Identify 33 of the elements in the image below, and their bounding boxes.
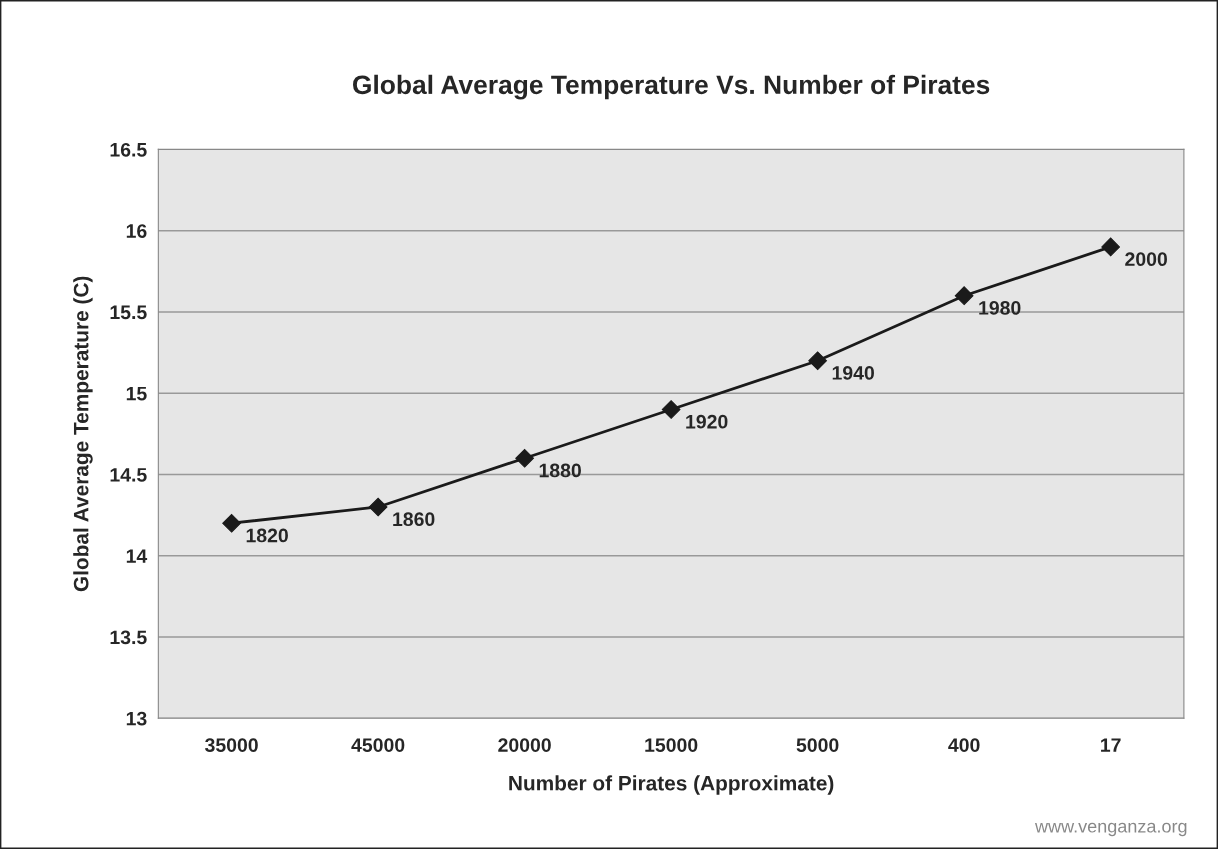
y-tick-label: 16.5	[110, 142, 147, 157]
x-tick-label: 20000	[498, 738, 551, 752]
y-tick-label: 15.5	[110, 305, 147, 320]
annotation: 2000	[1125, 252, 1167, 267]
annotation: 1920	[686, 414, 728, 429]
annotation: 1820	[246, 528, 288, 543]
y-tick-label: 16	[126, 224, 147, 238]
y-tick-label: 13	[126, 711, 147, 726]
point	[808, 351, 827, 371]
x-axis-title: Number of Pirates (Approximate)	[509, 775, 834, 795]
point	[1101, 237, 1120, 257]
point	[954, 286, 974, 306]
text: www.venganza.org	[1034, 822, 1187, 837]
annotation: 1980	[979, 301, 1021, 315]
point	[222, 513, 241, 533]
point	[368, 497, 388, 517]
y-tick-label: 14	[126, 549, 148, 563]
y-tick-label: 14.5	[110, 468, 147, 482]
annotation: 1860	[393, 512, 435, 527]
y-tick-label: 15	[126, 386, 147, 401]
x-tick-label: 17	[1101, 738, 1121, 752]
point	[515, 448, 534, 468]
annotation: 1880	[539, 463, 581, 478]
x-tick-label: 15000	[645, 738, 698, 752]
y-tick-label: 13.5	[110, 630, 147, 645]
point	[661, 400, 681, 419]
annotation: 1940	[832, 366, 874, 380]
x-tick-label: 35000	[205, 738, 258, 753]
x-tick-label: 45000	[351, 738, 405, 752]
y-axis-title: Global Average Temperature (C)	[73, 276, 93, 592]
x-tick-label: 400	[948, 738, 980, 752]
x-tick-label: 5000	[796, 738, 839, 752]
chart-title: Global Average Temperature Vs. Number of Pirates	[353, 74, 990, 100]
